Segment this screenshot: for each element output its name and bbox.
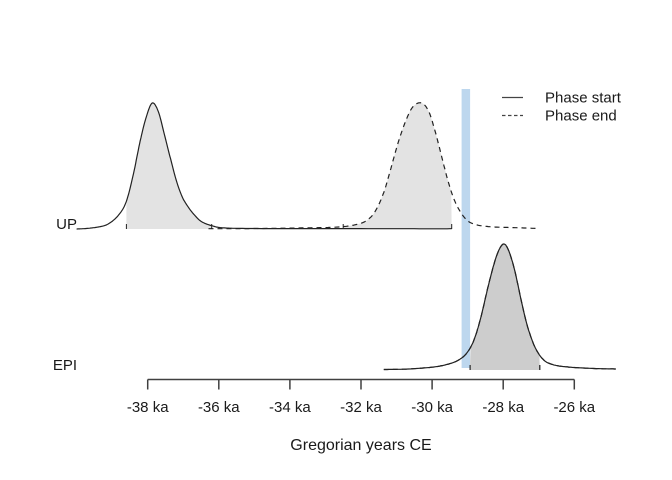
hpd-fill-up-phase-start: [126, 102, 212, 229]
event-marker-band: [461, 89, 471, 368]
x-axis-tick-label: -26 ka: [553, 399, 595, 416]
hpd-fill-up-phase-end: [343, 102, 452, 229]
row-label-epi: EPI: [53, 357, 77, 374]
hpd-fill-epi-phase-end: [470, 244, 540, 370]
row-label-up: UP: [56, 216, 77, 233]
x-axis-tick-label: -30 ka: [411, 399, 453, 416]
x-axis-tick-label: -32 ka: [340, 399, 382, 416]
legend-label-solid: Phase start: [545, 90, 622, 107]
x-axis-tick-label: -34 ka: [269, 399, 311, 416]
x-axis-title: Gregorian years CE: [290, 437, 431, 454]
density-curve-up-phase-end: [208, 102, 539, 230]
x-axis-tick-label: -36 ka: [198, 399, 240, 416]
legend-label-dashed: Phase end: [545, 108, 617, 125]
x-axis-tick-label: -28 ka: [482, 399, 524, 416]
density-curve-epi-phase-end: [383, 243, 616, 371]
x-axis-tick-label: -38 ka: [127, 399, 169, 416]
